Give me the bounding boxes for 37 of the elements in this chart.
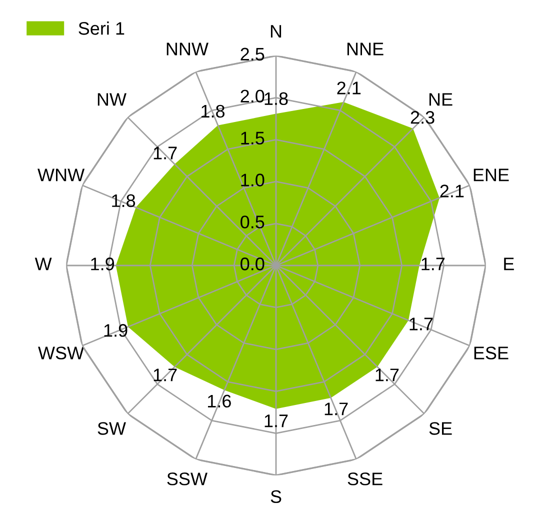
data-label: 2.3 bbox=[410, 111, 434, 124]
data-label: 1.7 bbox=[154, 146, 177, 160]
spoke-label: SSW bbox=[167, 472, 208, 486]
data-label: 1.7 bbox=[264, 414, 288, 428]
data-label: 1.8 bbox=[202, 104, 225, 118]
spoke-label: WNW bbox=[38, 168, 85, 182]
spoke-label: NE bbox=[429, 93, 452, 106]
legend-label: Seri 1 bbox=[78, 22, 124, 35]
data-label: 1.7 bbox=[154, 368, 177, 382]
y-tick-label: 1.0 bbox=[241, 174, 264, 186]
spoke-label: SE bbox=[429, 422, 452, 435]
spoke-label: W bbox=[34, 258, 52, 270]
y-tick-label: 2.0 bbox=[240, 90, 264, 103]
data-label: 2.1 bbox=[440, 184, 464, 198]
spoke-label: NW bbox=[98, 93, 126, 106]
y-tick-label: 1.5 bbox=[241, 132, 264, 144]
spoke-label: SSE bbox=[348, 472, 382, 486]
y-tick-label: 2.5 bbox=[240, 48, 264, 61]
spoke-label: E bbox=[504, 258, 514, 270]
data-label: 2.1 bbox=[337, 82, 361, 94]
spoke-label: N bbox=[270, 25, 282, 38]
data-label: 1.7 bbox=[324, 402, 348, 416]
data-label: 1.7 bbox=[410, 318, 433, 330]
spoke-label: NNE bbox=[347, 42, 384, 56]
data-label: 1.8 bbox=[264, 92, 288, 106]
data-label: 1.9 bbox=[91, 258, 114, 270]
spoke-label: SW bbox=[98, 422, 126, 435]
data-label: 1.9 bbox=[104, 324, 128, 337]
data-label: 1.7 bbox=[422, 258, 445, 270]
data-label: 1.8 bbox=[112, 194, 136, 208]
spoke-label: ENE bbox=[474, 168, 509, 182]
spoke-label: S bbox=[270, 490, 282, 504]
spoke-label: ESE bbox=[474, 346, 508, 360]
data-label: 1.7 bbox=[376, 368, 399, 382]
data-label: 1.6 bbox=[208, 394, 231, 408]
spoke-label: WSW bbox=[38, 346, 84, 360]
spoke-label: NNW bbox=[166, 42, 208, 56]
